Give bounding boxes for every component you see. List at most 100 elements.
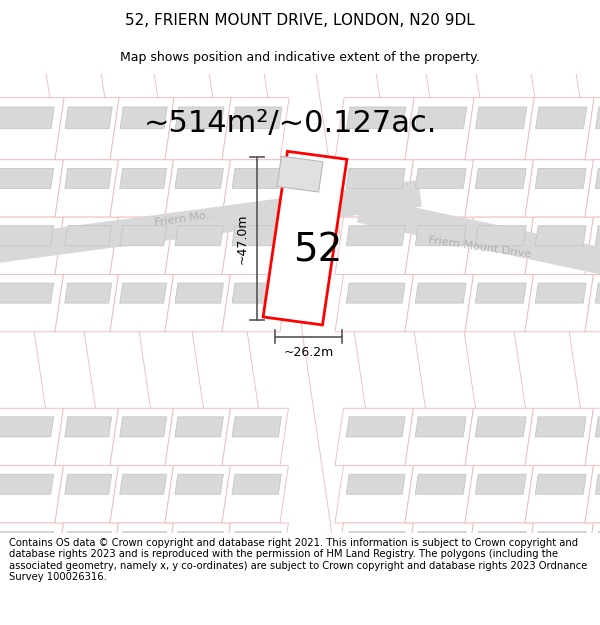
Polygon shape xyxy=(535,417,586,437)
Polygon shape xyxy=(65,283,112,303)
Polygon shape xyxy=(65,168,112,189)
Polygon shape xyxy=(535,474,586,494)
Polygon shape xyxy=(585,408,600,466)
Polygon shape xyxy=(232,168,281,189)
Polygon shape xyxy=(55,217,118,274)
Polygon shape xyxy=(465,217,533,274)
Polygon shape xyxy=(595,531,600,552)
Polygon shape xyxy=(120,474,167,494)
Polygon shape xyxy=(346,417,405,437)
Polygon shape xyxy=(585,523,600,580)
Polygon shape xyxy=(110,160,173,217)
Polygon shape xyxy=(405,466,473,523)
Polygon shape xyxy=(65,531,112,552)
Polygon shape xyxy=(110,523,173,580)
Text: 52, FRIERN MOUNT DRIVE, LONDON, N20 9DL: 52, FRIERN MOUNT DRIVE, LONDON, N20 9DL xyxy=(125,13,475,28)
Polygon shape xyxy=(232,474,281,494)
Polygon shape xyxy=(415,168,466,189)
Polygon shape xyxy=(335,408,413,466)
Polygon shape xyxy=(475,226,526,246)
Polygon shape xyxy=(415,474,466,494)
Polygon shape xyxy=(65,417,112,437)
Polygon shape xyxy=(110,466,173,523)
Polygon shape xyxy=(175,168,223,189)
Polygon shape xyxy=(120,283,167,303)
Polygon shape xyxy=(595,417,600,437)
Polygon shape xyxy=(110,217,173,274)
Polygon shape xyxy=(415,283,466,303)
Polygon shape xyxy=(405,523,473,580)
Polygon shape xyxy=(346,283,405,303)
Polygon shape xyxy=(232,531,281,552)
Polygon shape xyxy=(65,107,112,129)
Text: ~47.0m: ~47.0m xyxy=(236,213,249,264)
Polygon shape xyxy=(525,274,593,332)
Polygon shape xyxy=(475,283,526,303)
Polygon shape xyxy=(120,531,167,552)
Polygon shape xyxy=(0,408,64,466)
Polygon shape xyxy=(346,226,405,246)
Polygon shape xyxy=(55,274,118,332)
Polygon shape xyxy=(357,196,600,278)
Text: ~26.2m: ~26.2m xyxy=(283,346,334,359)
Polygon shape xyxy=(175,531,223,552)
Polygon shape xyxy=(110,274,173,332)
Polygon shape xyxy=(55,408,118,466)
Text: Contains OS data © Crown copyright and database right 2021. This information is : Contains OS data © Crown copyright and d… xyxy=(9,538,587,582)
Polygon shape xyxy=(465,466,533,523)
Polygon shape xyxy=(525,466,593,523)
Polygon shape xyxy=(536,107,587,129)
Polygon shape xyxy=(535,226,586,246)
Polygon shape xyxy=(120,107,167,129)
Polygon shape xyxy=(465,523,533,580)
Polygon shape xyxy=(175,417,223,437)
Text: Friern Mo...: Friern Mo... xyxy=(154,210,217,228)
Polygon shape xyxy=(525,523,593,580)
Polygon shape xyxy=(465,98,534,160)
Polygon shape xyxy=(476,107,527,129)
Polygon shape xyxy=(0,107,54,129)
Polygon shape xyxy=(585,274,600,332)
Polygon shape xyxy=(110,408,173,466)
Polygon shape xyxy=(55,523,118,580)
Text: ~514m²/~0.127ac.: ~514m²/~0.127ac. xyxy=(143,109,437,138)
Polygon shape xyxy=(346,168,405,189)
Polygon shape xyxy=(525,160,593,217)
Polygon shape xyxy=(525,98,594,160)
Polygon shape xyxy=(120,226,167,246)
Polygon shape xyxy=(335,523,413,580)
Polygon shape xyxy=(585,98,600,160)
Polygon shape xyxy=(175,226,223,246)
Polygon shape xyxy=(465,274,533,332)
Polygon shape xyxy=(120,417,167,437)
Text: Map shows position and indicative extent of the property.: Map shows position and indicative extent… xyxy=(120,51,480,64)
Polygon shape xyxy=(165,98,231,160)
Polygon shape xyxy=(175,107,224,129)
Polygon shape xyxy=(0,98,64,160)
Polygon shape xyxy=(415,417,466,437)
Polygon shape xyxy=(222,466,289,523)
Polygon shape xyxy=(263,151,347,325)
Polygon shape xyxy=(175,283,223,303)
Polygon shape xyxy=(55,466,118,523)
Polygon shape xyxy=(405,408,473,466)
Polygon shape xyxy=(347,107,406,129)
Polygon shape xyxy=(165,274,230,332)
Polygon shape xyxy=(346,474,405,494)
Polygon shape xyxy=(0,226,53,246)
Polygon shape xyxy=(595,474,600,494)
Polygon shape xyxy=(232,226,281,246)
Polygon shape xyxy=(415,531,466,552)
Polygon shape xyxy=(335,160,413,217)
Polygon shape xyxy=(165,217,230,274)
Polygon shape xyxy=(0,168,53,189)
Polygon shape xyxy=(165,523,230,580)
Polygon shape xyxy=(335,217,413,274)
Text: 52: 52 xyxy=(293,231,343,269)
Polygon shape xyxy=(405,98,474,160)
Polygon shape xyxy=(465,408,533,466)
Polygon shape xyxy=(165,466,230,523)
Polygon shape xyxy=(277,156,323,192)
Polygon shape xyxy=(595,283,600,303)
Polygon shape xyxy=(585,160,600,217)
